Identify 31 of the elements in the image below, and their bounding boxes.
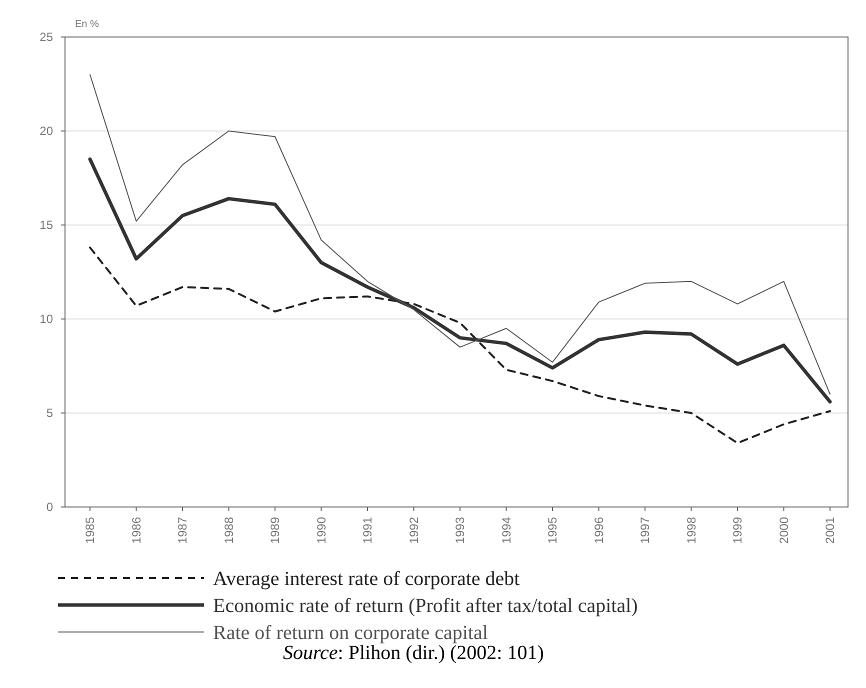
x-tick-label: 2001	[823, 516, 838, 544]
y-tick-label: 5	[46, 406, 54, 420]
text: Economic rate of return (Profit after tax/total capital)	[213, 595, 638, 617]
y-tick-label: 15	[40, 218, 54, 232]
y-tick-label: 25	[40, 30, 54, 44]
source-note: Source: Plihon (dir.) (2002: 101)	[283, 642, 544, 664]
line-series	[89, 246, 831, 444]
y-tick-label: 20	[40, 124, 54, 138]
x-tick-label: 1994	[499, 516, 514, 544]
x-tick-label: 1985	[83, 516, 98, 544]
line-series	[88, 157, 832, 404]
x-tick-label: 2000	[776, 516, 791, 544]
y-tick-label: 10	[40, 312, 54, 326]
x-tick-label: 1986	[129, 516, 144, 544]
x-tick-label: 1988	[222, 516, 236, 544]
x-tick-label: 1991	[360, 516, 375, 544]
x-tick-label: 1989	[268, 516, 282, 544]
x-tick-label: 1993	[453, 516, 468, 544]
x-tick-label: 1999	[730, 516, 745, 544]
x-tick-label: 1997	[638, 516, 652, 544]
text: Average interest rate of corporate debt	[213, 568, 520, 590]
x-tick-label: 1996	[592, 516, 606, 544]
x-tick-label: 1995	[546, 516, 560, 544]
line-series	[90, 74, 830, 395]
y-tick-label: 0	[46, 500, 54, 514]
x-tick-label: 1992	[406, 516, 421, 544]
x-tick-label: 1990	[314, 516, 328, 544]
y-axis-title: En %	[75, 19, 100, 30]
text: Rate of return on corporate capital	[213, 622, 488, 644]
x-tick-label: 1987	[176, 516, 190, 544]
x-tick-label: 1998	[684, 516, 698, 544]
